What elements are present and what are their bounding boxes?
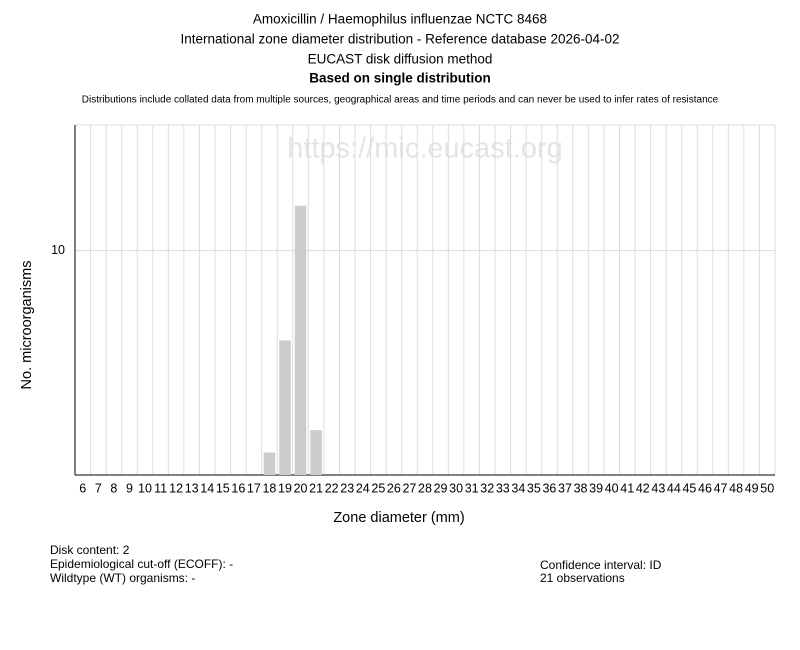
x-tick-label: 16 [231, 481, 245, 495]
x-tick-label: 43 [651, 481, 665, 495]
annotation: 21 observations [540, 571, 625, 585]
x-tick-label: 24 [356, 481, 370, 495]
x-tick-label: 31 [465, 481, 479, 495]
x-tick-label: 22 [325, 481, 339, 495]
x-tick-label: 8 [110, 481, 117, 495]
x-tick-label: 45 [682, 481, 696, 495]
x-axis-label: Zone diameter (mm) [333, 510, 464, 526]
x-tick-label: 36 [542, 481, 556, 495]
x-tick-label: 23 [340, 481, 354, 495]
annotation: Epidemiological cut-off (ECOFF): - [50, 557, 233, 571]
bar [279, 340, 291, 475]
x-tick-label: 9 [126, 481, 133, 495]
x-tick-label: 50 [760, 481, 774, 495]
chart-title: International zone diameter distribution… [180, 32, 619, 47]
annotation: Disk content: 2 [50, 543, 130, 557]
chart-title: Amoxicillin / Haemophilus influenzae NCT… [253, 12, 547, 27]
x-tick-label: 29 [434, 481, 448, 495]
x-tick-label: 21 [309, 481, 323, 495]
x-tick-label: 13 [185, 481, 199, 495]
x-tick-label: 12 [169, 481, 183, 495]
x-tick-label: 39 [589, 481, 603, 495]
x-tick-label: 35 [527, 481, 541, 495]
x-tick-label: 15 [216, 481, 230, 495]
x-tick-label: 11 [154, 481, 167, 495]
chart-subtitle: Based on single distribution [309, 71, 491, 86]
x-tick-label: 27 [402, 481, 416, 495]
bar [310, 430, 322, 475]
x-tick-label: 10 [138, 481, 152, 495]
x-tick-label: 17 [247, 481, 261, 495]
annotation: Wildtype (WT) organisms: - [50, 571, 195, 585]
x-tick-label: 20 [294, 481, 308, 495]
x-tick-label: 32 [480, 481, 494, 495]
x-tick-label: 47 [714, 481, 728, 495]
x-tick-label: 28 [418, 481, 432, 495]
x-tick-label: 44 [667, 481, 681, 495]
x-tick-label: 41 [620, 481, 634, 495]
x-tick-label: 38 [574, 481, 588, 495]
x-tick-label: 14 [200, 481, 214, 495]
x-tick-label: 30 [449, 481, 463, 495]
annotation: Confidence interval: ID [540, 558, 662, 572]
chart-title: EUCAST disk diffusion method [308, 52, 493, 67]
bar [294, 205, 307, 475]
chart-note: Distributions include collated data from… [82, 95, 719, 106]
x-tick-label: 18 [262, 481, 276, 495]
x-tick-label: 46 [698, 481, 712, 495]
watermark: https://mic.eucast.org [287, 133, 563, 165]
x-tick-label: 33 [496, 481, 510, 495]
x-tick-label: 25 [371, 481, 385, 495]
x-tick-label: 48 [729, 481, 743, 495]
y-axis-label: No. microorganisms [19, 261, 35, 390]
x-tick-label: 6 [79, 481, 86, 495]
x-tick-label: 19 [278, 481, 292, 495]
x-tick-label: 49 [745, 481, 759, 495]
y-tick-label: 10 [51, 243, 65, 257]
x-tick-label: 7 [95, 481, 102, 495]
x-tick-label: 42 [636, 481, 650, 495]
x-tick-label: 40 [605, 481, 619, 495]
x-tick-label: 26 [387, 481, 401, 495]
x-tick-label: 34 [511, 481, 525, 495]
bar [263, 452, 276, 475]
x-tick-label: 37 [558, 481, 572, 495]
